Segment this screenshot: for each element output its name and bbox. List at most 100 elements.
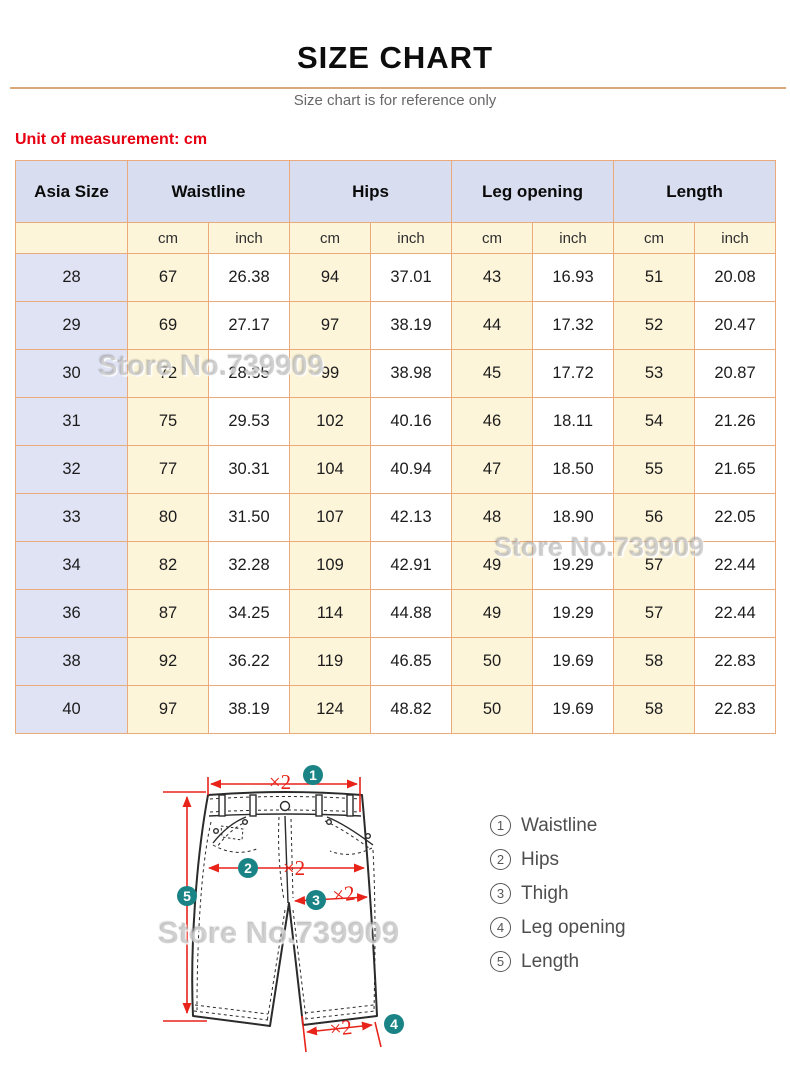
table-row: 30 72 28.35 99 38.98 45 17.72 53 20.87 [15, 349, 777, 398]
cm-value-cell: 54 [613, 397, 696, 446]
cm-value-cell: 53 [613, 349, 696, 398]
cm-value-cell: 87 [127, 589, 209, 638]
inch-value-cell: 42.91 [370, 541, 452, 590]
inch-value-cell: 38.98 [370, 349, 452, 398]
hips-x2-label: ×2 [283, 856, 305, 880]
cm-value-cell: 77 [127, 445, 209, 494]
cm-value-cell: 99 [289, 349, 371, 398]
inch-value-cell: 19.69 [531, 637, 615, 686]
legend-item-hips: 2 Hips [490, 849, 626, 870]
legend-item-waistline: 1 Waistline [490, 815, 626, 836]
inch-value-cell: 29.53 [208, 397, 290, 446]
inch-value-cell: 21.26 [694, 397, 777, 446]
cm-value-cell: 44 [451, 301, 533, 350]
inch-value-cell: 27.17 [208, 301, 290, 350]
inch-value-cell: 30.31 [208, 445, 290, 494]
col-header-waistline: Waistline [127, 160, 290, 223]
asia-size-cell: 29 [15, 301, 128, 350]
inch-value-cell: 34.25 [208, 589, 290, 638]
legend-label: Length [521, 950, 580, 972]
legend-number-icon: 4 [490, 917, 511, 938]
inch-value-cell: 28.35 [208, 349, 290, 398]
number-badges: 1 2 3 4 5 [177, 765, 404, 1034]
unit-cell: cm [289, 222, 371, 254]
shorts-outline [191, 791, 378, 1027]
badge-4-number: 4 [390, 1016, 398, 1032]
size-table: Asia Size Waistline Hips Leg opening Len… [15, 160, 777, 734]
legend-item-length: 5 Length [490, 951, 626, 972]
unit-cell: cm [613, 222, 696, 254]
cm-value-cell: 97 [289, 301, 371, 350]
inch-value-cell: 22.83 [694, 685, 777, 734]
cm-value-cell: 58 [613, 637, 696, 686]
inch-value-cell: 19.29 [531, 541, 615, 590]
unit-cell: inch [370, 222, 452, 254]
cm-value-cell: 46 [451, 397, 533, 446]
cm-value-cell: 82 [127, 541, 209, 590]
asia-size-cell: 40 [15, 685, 128, 734]
cm-value-cell: 80 [127, 493, 209, 542]
legend-label: Thigh [521, 882, 569, 904]
cm-value-cell: 109 [289, 541, 371, 590]
asia-size-cell: 38 [15, 637, 128, 686]
table-row: 32 77 30.31 104 40.94 47 18.50 55 21.65 [15, 445, 777, 494]
unit-cell: cm [451, 222, 533, 254]
legend-number-icon: 1 [490, 815, 511, 836]
cm-value-cell: 102 [289, 397, 371, 446]
page-title: SIZE CHART [297, 40, 493, 75]
size-table-body: 28 67 26.38 94 37.01 43 16.93 51 20.08 29 69 27.17 9… [15, 253, 777, 734]
cm-value-cell: 50 [451, 637, 533, 686]
table-row: 36 87 34.25 114 44.88 49 19.29 57 22.44 [15, 589, 777, 638]
thigh-x2-label: ×2 [331, 881, 356, 908]
cm-value-cell: 67 [127, 253, 209, 302]
inch-value-cell: 32.28 [208, 541, 290, 590]
inch-value-cell: 17.32 [531, 301, 615, 350]
asia-size-cell: 28 [15, 253, 128, 302]
asia-size-cell: 32 [15, 445, 128, 494]
inch-value-cell: 48.82 [370, 685, 452, 734]
col-header-hips: Hips [289, 160, 452, 223]
subtitle: Size chart is for reference only [293, 92, 497, 109]
cm-value-cell: 57 [613, 541, 696, 590]
cm-value-cell: 124 [289, 685, 371, 734]
unit-cell: inch [531, 222, 615, 254]
inch-value-cell: 19.29 [531, 589, 615, 638]
inch-value-cell: 20.47 [694, 301, 777, 350]
cm-value-cell: 119 [289, 637, 371, 686]
inch-value-cell: 20.08 [694, 253, 777, 302]
badge-3-circle [306, 890, 326, 910]
inch-value-cell: 18.50 [531, 445, 615, 494]
inch-value-cell: 22.05 [694, 493, 777, 542]
table-row: 34 82 32.28 109 42.91 49 19.29 57 22.44 [15, 541, 777, 590]
cm-value-cell: 47 [451, 445, 533, 494]
col-header-leg-opening: Leg opening [450, 160, 615, 223]
cm-value-cell: 48 [451, 493, 533, 542]
badge-1-circle [303, 765, 323, 785]
inch-value-cell: 38.19 [370, 301, 452, 350]
badge-4-circle [384, 1014, 404, 1034]
inch-value-cell: 46.85 [370, 637, 452, 686]
table-row: 29 69 27.17 97 38.19 44 17.32 52 20.47 [15, 301, 777, 350]
table-unit-row: cm inch cm inch cm inch cm inch [15, 222, 777, 254]
asia-size-cell: 30 [15, 349, 128, 398]
multiplier-labels: ×2 ×2 ×2 ×2 [269, 770, 357, 1041]
inch-value-cell: 40.16 [370, 397, 452, 446]
inch-value-cell: 22.44 [694, 541, 777, 590]
waist-x2-label: ×2 [269, 770, 291, 794]
measurement-legend: 1 Waistline 2 Hips 3 Thigh 4 Leg opening 5 Length [490, 815, 626, 972]
cm-value-cell: 69 [127, 301, 209, 350]
badge-3-number: 3 [312, 892, 320, 908]
unit-cell: inch [694, 222, 777, 254]
inch-value-cell: 40.94 [370, 445, 452, 494]
cm-value-cell: 92 [127, 637, 209, 686]
cm-value-cell: 56 [613, 493, 696, 542]
cm-value-cell: 55 [613, 445, 696, 494]
cm-value-cell: 75 [127, 397, 209, 446]
table-group-header-row: Asia Size Waistline Hips Leg opening Len… [15, 160, 777, 223]
badge-2-number: 2 [244, 860, 252, 876]
cm-value-cell: 57 [613, 589, 696, 638]
unit-cell: inch [208, 222, 290, 254]
legend-label: Hips [521, 848, 560, 870]
badge-2-circle [238, 858, 258, 878]
inch-value-cell: 38.19 [208, 685, 290, 734]
